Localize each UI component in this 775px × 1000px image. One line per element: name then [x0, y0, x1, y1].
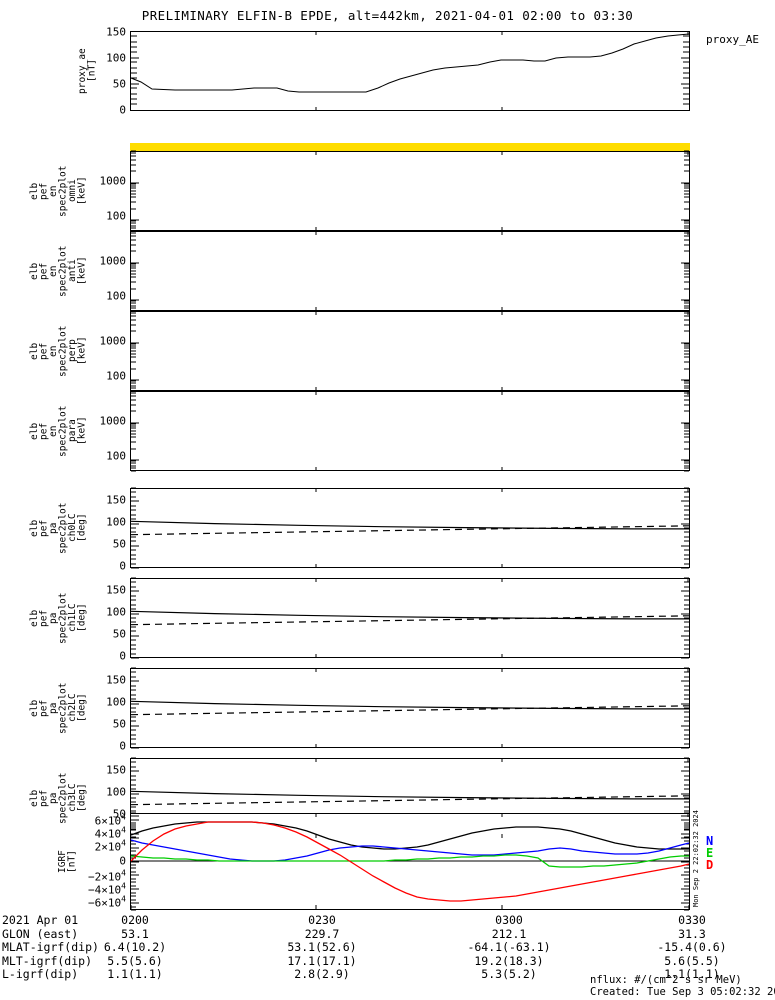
trace-pa-dashed — [130, 525, 690, 536]
panel-proxy-ae-ytick-2: 50 — [112, 77, 126, 91]
footer-created: Created: Tue Sep 3 05:02:32 2024 — [590, 986, 775, 998]
cell: 0330 — [678, 913, 706, 927]
footer-notes: nflux: #/(cm^2 s sr MeV) Created: Tue Se… — [590, 974, 775, 998]
trace-igrf-total — [130, 821, 689, 850]
trace-igrf-d — [130, 821, 690, 902]
cell: 31.3 — [678, 926, 706, 941]
panel-en-para — [130, 391, 690, 471]
panel-pa-ch1lc-ytick-1: 100 — [106, 605, 126, 619]
panel-en-para-ytick-0: 1000 — [99, 414, 127, 428]
panel-pa-ch3lc-ytick-2: 50 — [112, 807, 126, 821]
panel-en-omni-ytick-0: 1000 — [99, 174, 127, 188]
row-label: L-igrf(dip) — [2, 967, 79, 982]
igrf-legend-n: N — [706, 834, 714, 848]
panel-pa-ch0lc-ytick-3: 0 — [119, 559, 126, 573]
proxy-ae-right-label: proxy_AE — [706, 33, 759, 46]
panel-pa-ch2lc-ytick-1: 100 — [106, 695, 126, 709]
trace-pa-solid — [130, 610, 689, 620]
panel-pa-ch2lc-ytick-2: 50 — [112, 717, 126, 731]
panel-pa-ch1lc-ytick-0: 150 — [106, 583, 126, 597]
table-row: L-igrf(dip) 1.1(1.1) 2.8(2.9) 5.3(5.2) 1… — [2, 968, 775, 982]
row-label: 2021 Apr 01 — [2, 913, 79, 927]
table-row: GLON (east) 53.1 229.7 212.1 31.3 — [2, 926, 775, 942]
panel-pa-ch2lc-ytick-0: 150 — [106, 673, 126, 687]
panel-igrf-ytick-1: 4×104 — [94, 825, 126, 841]
panel-igrf-ytick-5: −4×104 — [88, 881, 126, 897]
panel-en-perp-ytick-0: 1000 — [99, 334, 127, 348]
cell: 212.1 — [491, 926, 527, 941]
cell: 19.2(18.3) — [474, 953, 544, 968]
panel-en-anti-ytick-0: 1000 — [99, 254, 127, 268]
panel-en-perp-ytick-1: 100 — [106, 369, 126, 383]
cell: 17.1(17.1) — [287, 953, 357, 968]
bottom-parameter-table: 2021 Apr 01 0200 0230 0300 0330 GLON (ea… — [2, 913, 775, 982]
igrf-legend-d: D — [706, 858, 714, 872]
cell: 6.4(10.2) — [103, 940, 167, 955]
panel-proxy-ae — [130, 31, 690, 111]
cell: 1.1(1.1) — [107, 967, 163, 982]
cell: 5.3(5.2) — [481, 967, 537, 982]
row-label: GLON (east) — [2, 926, 79, 941]
panel-proxy-ae-ytick-3: 0 — [119, 103, 126, 117]
panel-en-anti-ytick-1: 100 — [106, 289, 126, 303]
panel-proxy-ae-ytick-0: 150 — [106, 25, 126, 39]
cell: 5.5(5.6) — [107, 953, 163, 968]
trace-pa-solid — [130, 520, 689, 530]
panel-igrf-ytick-3: 0 — [119, 854, 126, 868]
panel-en-omni-ytick-1: 100 — [106, 209, 126, 223]
cell: 0200 — [121, 913, 149, 927]
panel-pa-ch1lc-ytick-3: 0 — [119, 649, 126, 663]
cell: -64.1(-63.1) — [467, 940, 551, 955]
panel-en-anti — [130, 231, 690, 311]
panel-proxy-ae-ytick-1: 100 — [106, 51, 126, 65]
panel-pa-ch0lc-ytick-1: 100 — [106, 515, 126, 529]
panel-en-perp — [130, 311, 690, 391]
cell: 229.7 — [304, 926, 340, 941]
footer-nflux: nflux: #/(cm^2 s sr MeV) — [590, 974, 742, 986]
trace-pa-dashed — [130, 615, 690, 626]
panel-pa-ch0lc-ytick-0: 150 — [106, 493, 126, 507]
trace-proxy-ae — [130, 33, 690, 93]
row-label: MLAT-igrf(dip) — [2, 940, 99, 955]
trace-pa-solid — [130, 700, 689, 710]
cell: 2.8(2.9) — [294, 967, 350, 982]
panel-igrf-ytick-0: 6×104 — [94, 812, 126, 828]
table-row: 2021 Apr 01 0200 0230 0300 0330 — [2, 913, 775, 928]
panel-pa-ch2lc — [130, 668, 690, 748]
panel-igrf-ytick-6: −6×104 — [88, 894, 126, 910]
trace-igrf-n — [130, 839, 690, 862]
panel-en-omni — [130, 151, 690, 231]
page-title: PRELIMINARY ELFIN-B EPDE, alt=442km, 202… — [141, 8, 634, 23]
panel-pa-ch1lc — [130, 578, 690, 658]
panel-pa-ch1lc-ytick-2: 50 — [112, 627, 126, 641]
panel-pa-ch2lc-ytick-3: 0 — [119, 739, 126, 753]
cell: 5.6(5.5) — [664, 953, 720, 968]
cell: 1.1(1.1) — [664, 967, 720, 982]
cell: 53.1(52.6) — [287, 940, 357, 955]
panel-en-para-ytick-1: 100 — [106, 449, 126, 463]
igrf-legend-e: E — [706, 846, 714, 860]
panel-igrf-ytick-4: −2×104 — [88, 868, 126, 884]
panel-pa-ch3lc-ytick-1: 100 — [106, 785, 126, 799]
spectrogram-colorbar-strip — [130, 143, 690, 151]
table-row: MLAT-igrf(dip) 6.4(10.2) 53.1(52.6) -64.… — [2, 941, 775, 955]
trace-pa-solid — [130, 790, 689, 800]
trace-pa-dashed — [130, 795, 690, 806]
row-label: MLT-igrf(dip) — [2, 953, 93, 968]
panel-pa-ch0lc-ytick-2: 50 — [112, 537, 126, 551]
cell: -15.4(0.6) — [657, 940, 727, 955]
trace-igrf-e — [130, 854, 689, 868]
table-row: MLT-igrf(dip) 5.5(5.6) 17.1(17.1) 19.2(1… — [2, 953, 775, 969]
cell: 0300 — [495, 913, 523, 927]
cell: 53.1 — [121, 926, 149, 941]
trace-pa-dashed — [130, 705, 690, 716]
panel-pa-ch3lc-ytick-0: 150 — [106, 763, 126, 777]
cell: 0230 — [308, 913, 336, 927]
panel-pa-ch0lc — [130, 488, 690, 568]
panel-igrf-ytick-2: 2×104 — [94, 838, 126, 854]
